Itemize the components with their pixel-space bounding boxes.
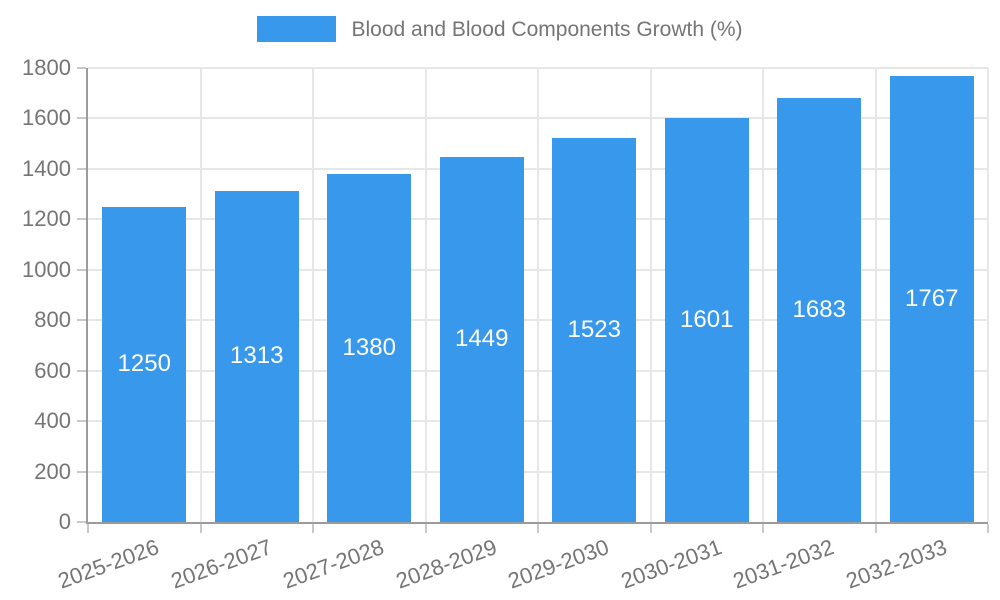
legend-swatch [257, 16, 337, 42]
x-tick-mark [87, 524, 89, 533]
y-axis-line [86, 68, 88, 524]
bar[interactable]: 1683 [777, 97, 862, 522]
x-tick-mark [649, 524, 652, 533]
bar-value-label: 1449 [455, 325, 509, 353]
bar-value-label: 1250 [117, 350, 171, 378]
y-tick-mark [77, 369, 86, 372]
legend-label: Blood and Blood Components Growth (%) [351, 17, 743, 41]
x-tick-label: 2026-2027 [167, 534, 275, 594]
y-tick-label: 1000 [22, 256, 71, 282]
y-tick-mark [77, 117, 86, 120]
y-tick-label: 0 [58, 509, 71, 534]
bar[interactable]: 1313 [214, 190, 299, 522]
x-axis-line [86, 522, 988, 524]
plot-area: 0 200 400 600 800 1000 1200 1400 1600 1800 1250 131… [22, 57, 989, 594]
x-tick-label: 2030-2031 [617, 534, 725, 594]
x-tick-label: 2028-2029 [392, 534, 500, 594]
x-tick-mark [312, 524, 314, 533]
x-gridline [987, 68, 989, 522]
bar[interactable]: 1767 [889, 76, 974, 522]
bar[interactable]: 1523 [552, 137, 637, 522]
x-gridline [312, 68, 314, 522]
x-tick-label: 2031-2032 [729, 534, 838, 594]
x-tick-mark [987, 524, 989, 533]
y-tick-label: 600 [34, 357, 71, 383]
x-tick-label: 2029-2030 [504, 534, 613, 594]
bar-value-label: 1523 [567, 315, 621, 343]
x-gridline [874, 68, 877, 522]
x-tick-mark [424, 524, 427, 533]
bar-value-label: 1683 [792, 295, 846, 323]
y-tick-mark [77, 67, 86, 69]
y-tick-label: 200 [34, 458, 71, 484]
x-tick-mark [762, 524, 764, 533]
chart-legend[interactable]: Blood and Blood Components Growth (%) [0, 12, 1000, 46]
y-tick-label: 1200 [22, 206, 71, 232]
y-tick-mark [77, 218, 86, 221]
bar[interactable]: 1449 [439, 156, 524, 522]
bar-value-label: 1380 [342, 333, 396, 361]
bar[interactable]: 1250 [102, 206, 187, 522]
x-gridline [424, 68, 427, 522]
x-tick-mark [537, 524, 539, 533]
y-tick-label: 800 [34, 307, 71, 333]
x-tick-label: 2027-2028 [279, 534, 388, 594]
x-tick-mark [199, 524, 202, 533]
bar-value-label: 1767 [905, 285, 959, 313]
y-tick-label: 400 [34, 408, 71, 434]
x-gridline [199, 68, 202, 522]
y-tick-label: 1800 [22, 55, 71, 80]
y-tick-mark [77, 319, 86, 322]
bar[interactable]: 1601 [664, 118, 749, 522]
x-gridline [649, 68, 652, 522]
y-tick-label: 1400 [22, 155, 71, 181]
x-gridline [762, 68, 764, 522]
y-tick-mark [77, 420, 86, 423]
x-tick-mark [874, 524, 877, 533]
bar-value-label: 1601 [680, 306, 734, 334]
x-gridline [537, 68, 539, 522]
x-tick-label: 2032-2033 [842, 534, 950, 594]
x-tick-label: 2025-2026 [54, 534, 163, 594]
bar[interactable]: 1380 [327, 173, 412, 522]
y-tick-mark [77, 268, 86, 271]
y-tick-label: 1600 [22, 105, 71, 131]
y-tick-mark [77, 521, 86, 523]
y-tick-mark [77, 167, 86, 170]
y-tick-mark [77, 470, 86, 473]
bar-value-label: 1313 [230, 342, 284, 370]
